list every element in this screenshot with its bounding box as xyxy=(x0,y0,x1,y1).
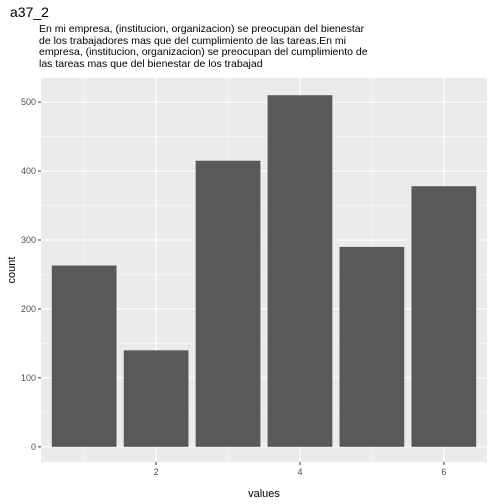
x-tick-label: 2 xyxy=(154,467,159,477)
bar xyxy=(340,247,405,447)
bar xyxy=(196,161,261,447)
bar xyxy=(124,350,189,447)
y-tick-label: 500 xyxy=(21,97,36,107)
y-axis-title: count xyxy=(6,257,18,284)
x-tick-label: 4 xyxy=(297,467,302,477)
bar xyxy=(52,266,117,447)
y-tick-label: 300 xyxy=(21,235,36,245)
x-tick-label: 6 xyxy=(441,467,446,477)
y-tick-label: 100 xyxy=(21,373,36,383)
x-axis: 2 4 6 xyxy=(154,462,447,477)
y-tick-label: 200 xyxy=(21,304,36,314)
bar xyxy=(411,186,476,447)
bar xyxy=(268,95,333,447)
x-axis-title: values xyxy=(248,488,280,500)
y-tick-label: 0 xyxy=(31,442,36,452)
y-tick-label: 400 xyxy=(21,166,36,176)
y-axis: 0 100 200 300 400 500 xyxy=(21,97,41,452)
